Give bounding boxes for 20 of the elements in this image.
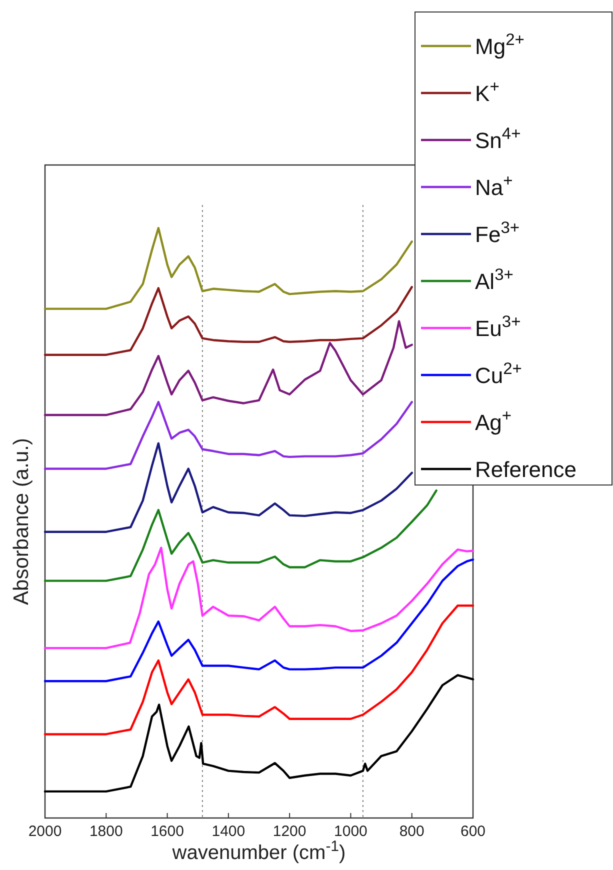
legend-label: Reference (475, 457, 577, 482)
legend-label: Ag$^{+}$ (475, 407, 512, 435)
legend-label: Cu$^{2+}$ (475, 360, 522, 388)
x-tick-label: 1400 (212, 823, 246, 840)
legend-label: Eu$^{3+}$ (475, 313, 521, 341)
legend-label: Sn$^{4+}$ (475, 125, 521, 153)
legend-label: Mg$^{2+}$ (475, 31, 524, 59)
x-tick-label: 600 (460, 823, 486, 840)
x-tick-label: 1800 (89, 823, 123, 840)
legend-label: Fe$^{3+}$ (475, 219, 520, 247)
legend-label: Al$^{3+}$ (475, 266, 514, 294)
legend-label: K$^{+}$ (475, 78, 500, 106)
x-tick-label: 2000 (28, 823, 62, 840)
legend-label: Na$^{+}$ (475, 172, 513, 200)
x-axis-title: wavenumber (cm$^{-1}$) (171, 838, 346, 864)
x-tick-label: 1200 (272, 823, 306, 840)
x-tick-label: 800 (399, 823, 424, 840)
y-axis-title: Absorbance (a.u.) (10, 438, 33, 605)
x-tick-label: 1600 (150, 823, 184, 840)
x-tick-label: 1000 (334, 823, 368, 840)
